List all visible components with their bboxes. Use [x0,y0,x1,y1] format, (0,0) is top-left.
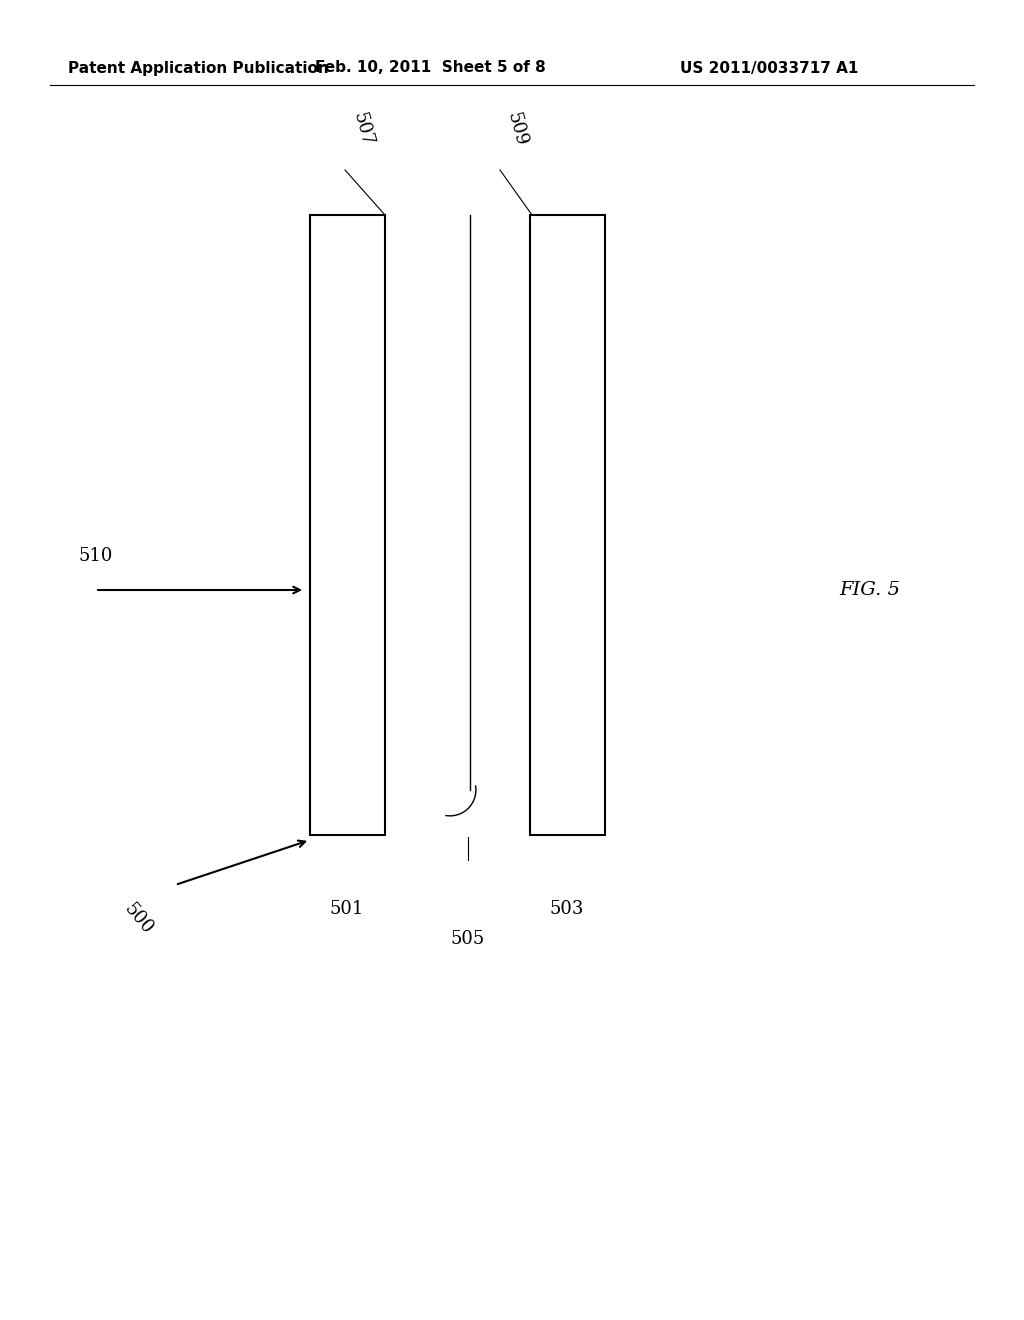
Text: 509: 509 [504,110,530,148]
Text: 507: 507 [350,111,376,148]
Text: FIG. 5: FIG. 5 [840,581,900,599]
Text: 505: 505 [451,931,485,948]
Bar [310,215,385,836]
Text: Feb. 10, 2011  Sheet 5 of 8: Feb. 10, 2011 Sheet 5 of 8 [314,61,546,75]
Bar [530,215,605,836]
Text: 501: 501 [330,900,365,917]
Text: 500: 500 [120,900,156,939]
Text: 510: 510 [78,546,113,565]
Text: 503: 503 [550,900,584,917]
Text: US 2011/0033717 A1: US 2011/0033717 A1 [680,61,858,75]
Text: Patent Application Publication: Patent Application Publication [68,61,329,75]
